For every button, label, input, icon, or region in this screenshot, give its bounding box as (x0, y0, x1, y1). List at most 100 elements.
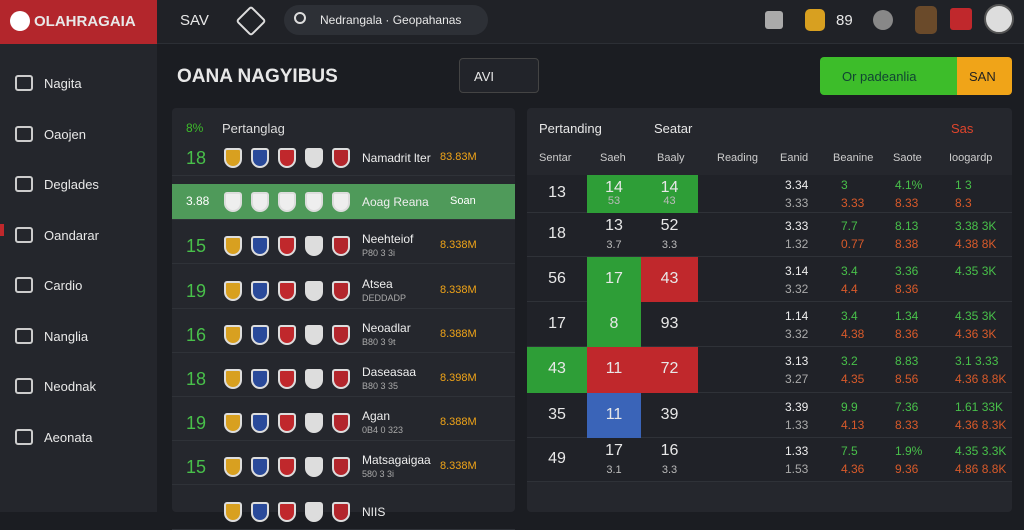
team-icon (278, 413, 296, 434)
sidebar-label: Oandarar (44, 227, 99, 243)
team-icon (224, 236, 242, 257)
center-button[interactable]: AVI (459, 58, 539, 93)
match-row[interactable]: 19 Agan 0B4 0 323 8.388M (172, 405, 515, 442)
badge-icon[interactable] (805, 9, 825, 31)
away-cell-value: 14 (660, 179, 679, 196)
away-cell: 72 (641, 347, 698, 393)
match-row[interactable]: 19 Atsea DEDDADP 8.338M (172, 273, 515, 309)
stats-row[interactable]: 43 11 72 3.13 3.27 3.2 4.35 8.83 8.56 3.1 3.33 4.3… (527, 347, 1012, 393)
sidebar-item[interactable]: Oandarar (0, 220, 157, 252)
sidebar-icon (15, 327, 33, 344)
team-icon (305, 369, 323, 389)
sidebar-icon (15, 226, 33, 243)
match-sub: 0B4 0 323 (362, 425, 404, 436)
home-cell-sub: 3.1 (606, 464, 622, 476)
away-cell: 16 3.3 (641, 438, 698, 482)
odds-value: 3.1 3.33 (955, 354, 999, 368)
match-number: 15 (186, 457, 207, 478)
away-cell-value: 43 (660, 269, 679, 287)
away-cell: 14 43 (641, 175, 698, 213)
away-cell-value: 16 (660, 442, 679, 459)
sidebar-label: Nagita (44, 76, 82, 91)
away-cell: 93 (641, 302, 698, 347)
sidebar-item[interactable]: Aeonata (0, 422, 157, 454)
away-cell-sub: 43 (663, 195, 676, 207)
odds-value: 4.35 3.3K (955, 444, 1007, 458)
odds-value: 7.7 (841, 219, 858, 233)
sidebar-icon (15, 176, 33, 192)
team-icon (251, 192, 269, 213)
match-odds: 83.83M (440, 151, 477, 163)
odds-value: 1 3 (955, 178, 972, 192)
match-row[interactable]: 15 Neehteiof P80 3 3i 8.338M (172, 228, 515, 265)
stats-row[interactable]: 35 11 39 3.39 1.33 9.9 4.13 7.36 8.33 1.61 33K 4.3… (527, 393, 1012, 438)
team-icon[interactable] (915, 6, 937, 34)
match-sub: B80 3 35 (362, 381, 399, 391)
sidebar-icon (15, 378, 33, 394)
team-icon (278, 148, 296, 168)
match-odds: 8.388M (440, 327, 477, 340)
match-row[interactable]: 15 Matsagaigaa 580 3 3i 8.338M (172, 449, 515, 486)
primary-button[interactable]: Or padeanlia (820, 57, 957, 95)
match-sub: 580 3 3i (362, 469, 395, 480)
odds-value: 1.53 (785, 462, 809, 476)
tool-icon[interactable] (765, 11, 783, 29)
odds-value: 4.36 8.3K (955, 417, 1007, 432)
avatar[interactable] (984, 4, 1014, 34)
match-name: Daseasaa (362, 365, 417, 379)
odds-value: 3.33 (785, 196, 809, 210)
home-cell: 13 3.7 (587, 213, 641, 257)
stats-row[interactable]: 17 8 93 1.14 3.32 3.4 4.38 1.34 8.36 4.35 3K 4.36 … (527, 302, 1012, 347)
match-name: Neoadlar (362, 320, 411, 335)
match-name: Matsagaigaa (362, 453, 431, 468)
settings-icon[interactable] (873, 10, 893, 30)
away-cell-value: 39 (660, 405, 679, 423)
team-icon (332, 192, 350, 213)
odds-value: 9.36 (895, 462, 919, 476)
odds-value: 3.33 (841, 196, 865, 210)
stats-row[interactable]: 13 14 53 14 43 3.34 3.33 3 3.33 4.1% 8.33 1 3 8.3 (527, 175, 1012, 213)
search-box[interactable]: Nedrangala · Geopahanas (284, 5, 488, 35)
home-cell-value: 11 (605, 405, 623, 423)
sidebar-label: Cardio (44, 278, 83, 293)
sidebar-item[interactable]: Cardio (0, 270, 157, 302)
team-icon (278, 192, 296, 213)
nav-link[interactable]: SAV (180, 12, 209, 29)
alert-icon[interactable] (950, 8, 972, 30)
odds-value: 7.36 (895, 399, 919, 414)
secondary-button[interactable]: SAN (957, 57, 1012, 95)
sidebar-item[interactable]: Oaojen (0, 119, 157, 151)
away-cell-sub: 3.3 (661, 464, 678, 476)
match-row[interactable]: 18 Namadrit lter 83.83M (172, 140, 515, 176)
match-row[interactable]: 18 Daseasaa B80 3 35 8.398M (172, 361, 515, 397)
nav-icon[interactable] (235, 5, 267, 37)
rank-cell-value: 13 (548, 184, 566, 201)
home-cell-value: 17 (605, 269, 623, 287)
rank-cell: 13 (527, 175, 587, 213)
sidebar-item[interactable]: Nagita (0, 68, 157, 100)
stats-row[interactable]: 18 13 3.7 52 3.3 3.33 1.32 7.7 0.77 8.13 8.38 3.38 … (527, 213, 1012, 257)
sidebar-item[interactable]: Deglades (0, 169, 157, 201)
team-icon (251, 324, 269, 345)
sidebar-item[interactable]: Nanglia (0, 321, 157, 353)
match-row[interactable]: 16 Neoadlar B80 3 9t 8.388M (172, 317, 515, 353)
rank-cell: 35 (527, 393, 587, 438)
sidebar-item[interactable]: Neodnak (0, 371, 157, 403)
stats-row[interactable]: 49 17 3.1 16 3.3 1.33 1.53 7.5 4.36 1.9% 9.36 4.35 … (527, 438, 1012, 482)
team-icon (224, 413, 242, 434)
odds-value: 4.36 3K (955, 326, 997, 341)
rank-cell: 49 (527, 438, 587, 482)
odds-value: 4.4 (841, 281, 858, 296)
match-number: 3.88 (186, 194, 210, 209)
match-row[interactable]: 3.88 Aoag Reana Soan (172, 184, 515, 221)
column-header: Eanid (780, 152, 809, 164)
team-icon (305, 148, 323, 168)
match-odds: 8.338M (440, 283, 477, 296)
team-icon (251, 280, 269, 301)
panel-badge: 8% (186, 121, 204, 135)
odds-value: 4.13 (841, 417, 865, 432)
sidebar-label: Oaojen (44, 126, 86, 142)
panel-action[interactable]: Sas (951, 121, 974, 136)
stats-row[interactable]: 56 17 43 3.14 3.32 3.4 4.4 3.36 8.36 4.35 3K (527, 257, 1012, 302)
